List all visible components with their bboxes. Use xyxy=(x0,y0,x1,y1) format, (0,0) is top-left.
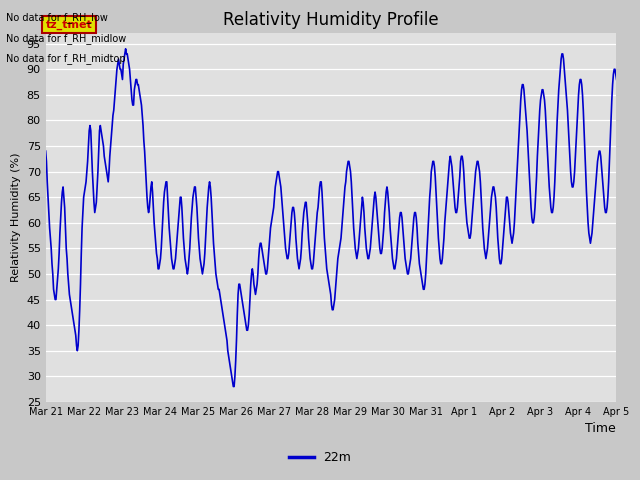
Text: tz_tmet: tz_tmet xyxy=(45,20,92,30)
X-axis label: Time: Time xyxy=(585,422,616,435)
Legend: 22m: 22m xyxy=(284,446,356,469)
Title: Relativity Humidity Profile: Relativity Humidity Profile xyxy=(223,11,438,29)
Text: No data for f_RH_midlow: No data for f_RH_midlow xyxy=(6,33,127,44)
Y-axis label: Relativity Humidity (%): Relativity Humidity (%) xyxy=(11,153,21,282)
Text: No data for f_RH_low: No data for f_RH_low xyxy=(6,12,108,23)
Text: No data for f_RH_midtop: No data for f_RH_midtop xyxy=(6,53,126,64)
